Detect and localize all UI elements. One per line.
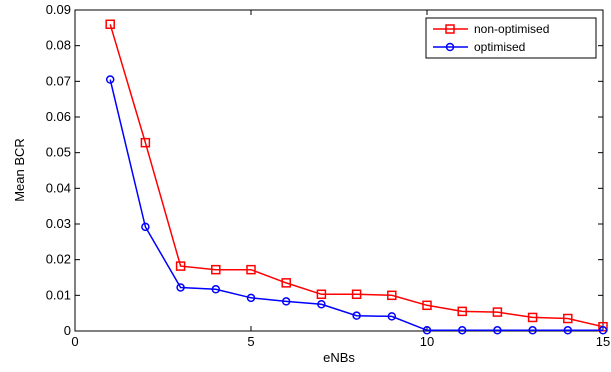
data-point-optimised	[563, 326, 573, 335]
x-tick-label: 15	[596, 334, 610, 349]
x-axis-label: eNBs	[323, 350, 355, 365]
data-point-optimised	[281, 297, 291, 306]
y-axis-label: Mean BCR	[12, 138, 27, 202]
y-tick-label: 0.09	[46, 2, 71, 17]
data-point-optimised	[493, 326, 502, 335]
data-point-non-optimised	[351, 289, 362, 300]
data-point-optimised	[457, 326, 467, 335]
y-tick-label: 0.07	[46, 73, 71, 88]
x-tick-label: 0	[71, 334, 78, 349]
x-tick-label: 5	[247, 334, 254, 349]
axis-ticks: 0 0.01 0.02 0.03 0.04 0.05 0.06 0.07 0.08 0.09 0 5 1…	[46, 2, 611, 349]
data-point-non-optimised	[211, 264, 221, 275]
y-tick-label: 0.04	[46, 180, 71, 195]
data-point-non-optimised	[457, 306, 467, 317]
series-layer	[105, 19, 608, 335]
data-point-non-optimised	[492, 307, 503, 317]
plot-area	[74, 9, 604, 332]
series-line-non-optimised	[109, 24, 604, 328]
data-point-non-optimised	[422, 300, 432, 311]
x-tick-label: 10	[420, 334, 434, 349]
data-point-non-optimised	[563, 313, 573, 324]
data-point-optimised	[246, 293, 256, 303]
y-tick-label: 0.05	[46, 145, 71, 160]
data-point-non-optimised	[105, 19, 115, 30]
series-line-optimised	[109, 79, 603, 332]
data-point-optimised	[528, 326, 537, 335]
data-point-optimised	[105, 75, 115, 84]
data-point-optimised	[422, 326, 432, 335]
y-tick-label: 0.03	[46, 216, 71, 231]
data-point-non-optimised	[387, 290, 397, 301]
data-point-optimised	[352, 311, 361, 320]
data-point-optimised	[317, 300, 326, 309]
data-point-optimised	[141, 222, 150, 232]
y-tick-label: 0.08	[46, 38, 71, 53]
data-point-non-optimised	[316, 289, 327, 300]
data-point-non-optimised	[281, 278, 291, 288]
legend-label-non-optimised: non-optimised	[474, 22, 549, 36]
legend: non-optimised optimised	[425, 17, 597, 59]
y-tick-label: 0.06	[46, 109, 71, 124]
data-point-optimised	[387, 312, 397, 321]
data-point-optimised	[176, 283, 185, 292]
legend-label-optimised: optimised	[474, 40, 525, 54]
legend-marker-optimised	[445, 42, 455, 52]
data-point-non-optimised	[140, 137, 151, 148]
legend-marker-non-optimised	[445, 24, 455, 34]
data-point-optimised	[211, 285, 221, 294]
y-tick-label: 0.01	[46, 287, 71, 302]
y-tick-label: 0	[64, 323, 71, 338]
data-point-non-optimised	[246, 264, 256, 275]
data-point-non-optimised	[175, 261, 186, 271]
data-point-optimised	[598, 326, 608, 335]
data-point-non-optimised	[527, 312, 538, 323]
y-tick-label: 0.02	[46, 252, 71, 267]
